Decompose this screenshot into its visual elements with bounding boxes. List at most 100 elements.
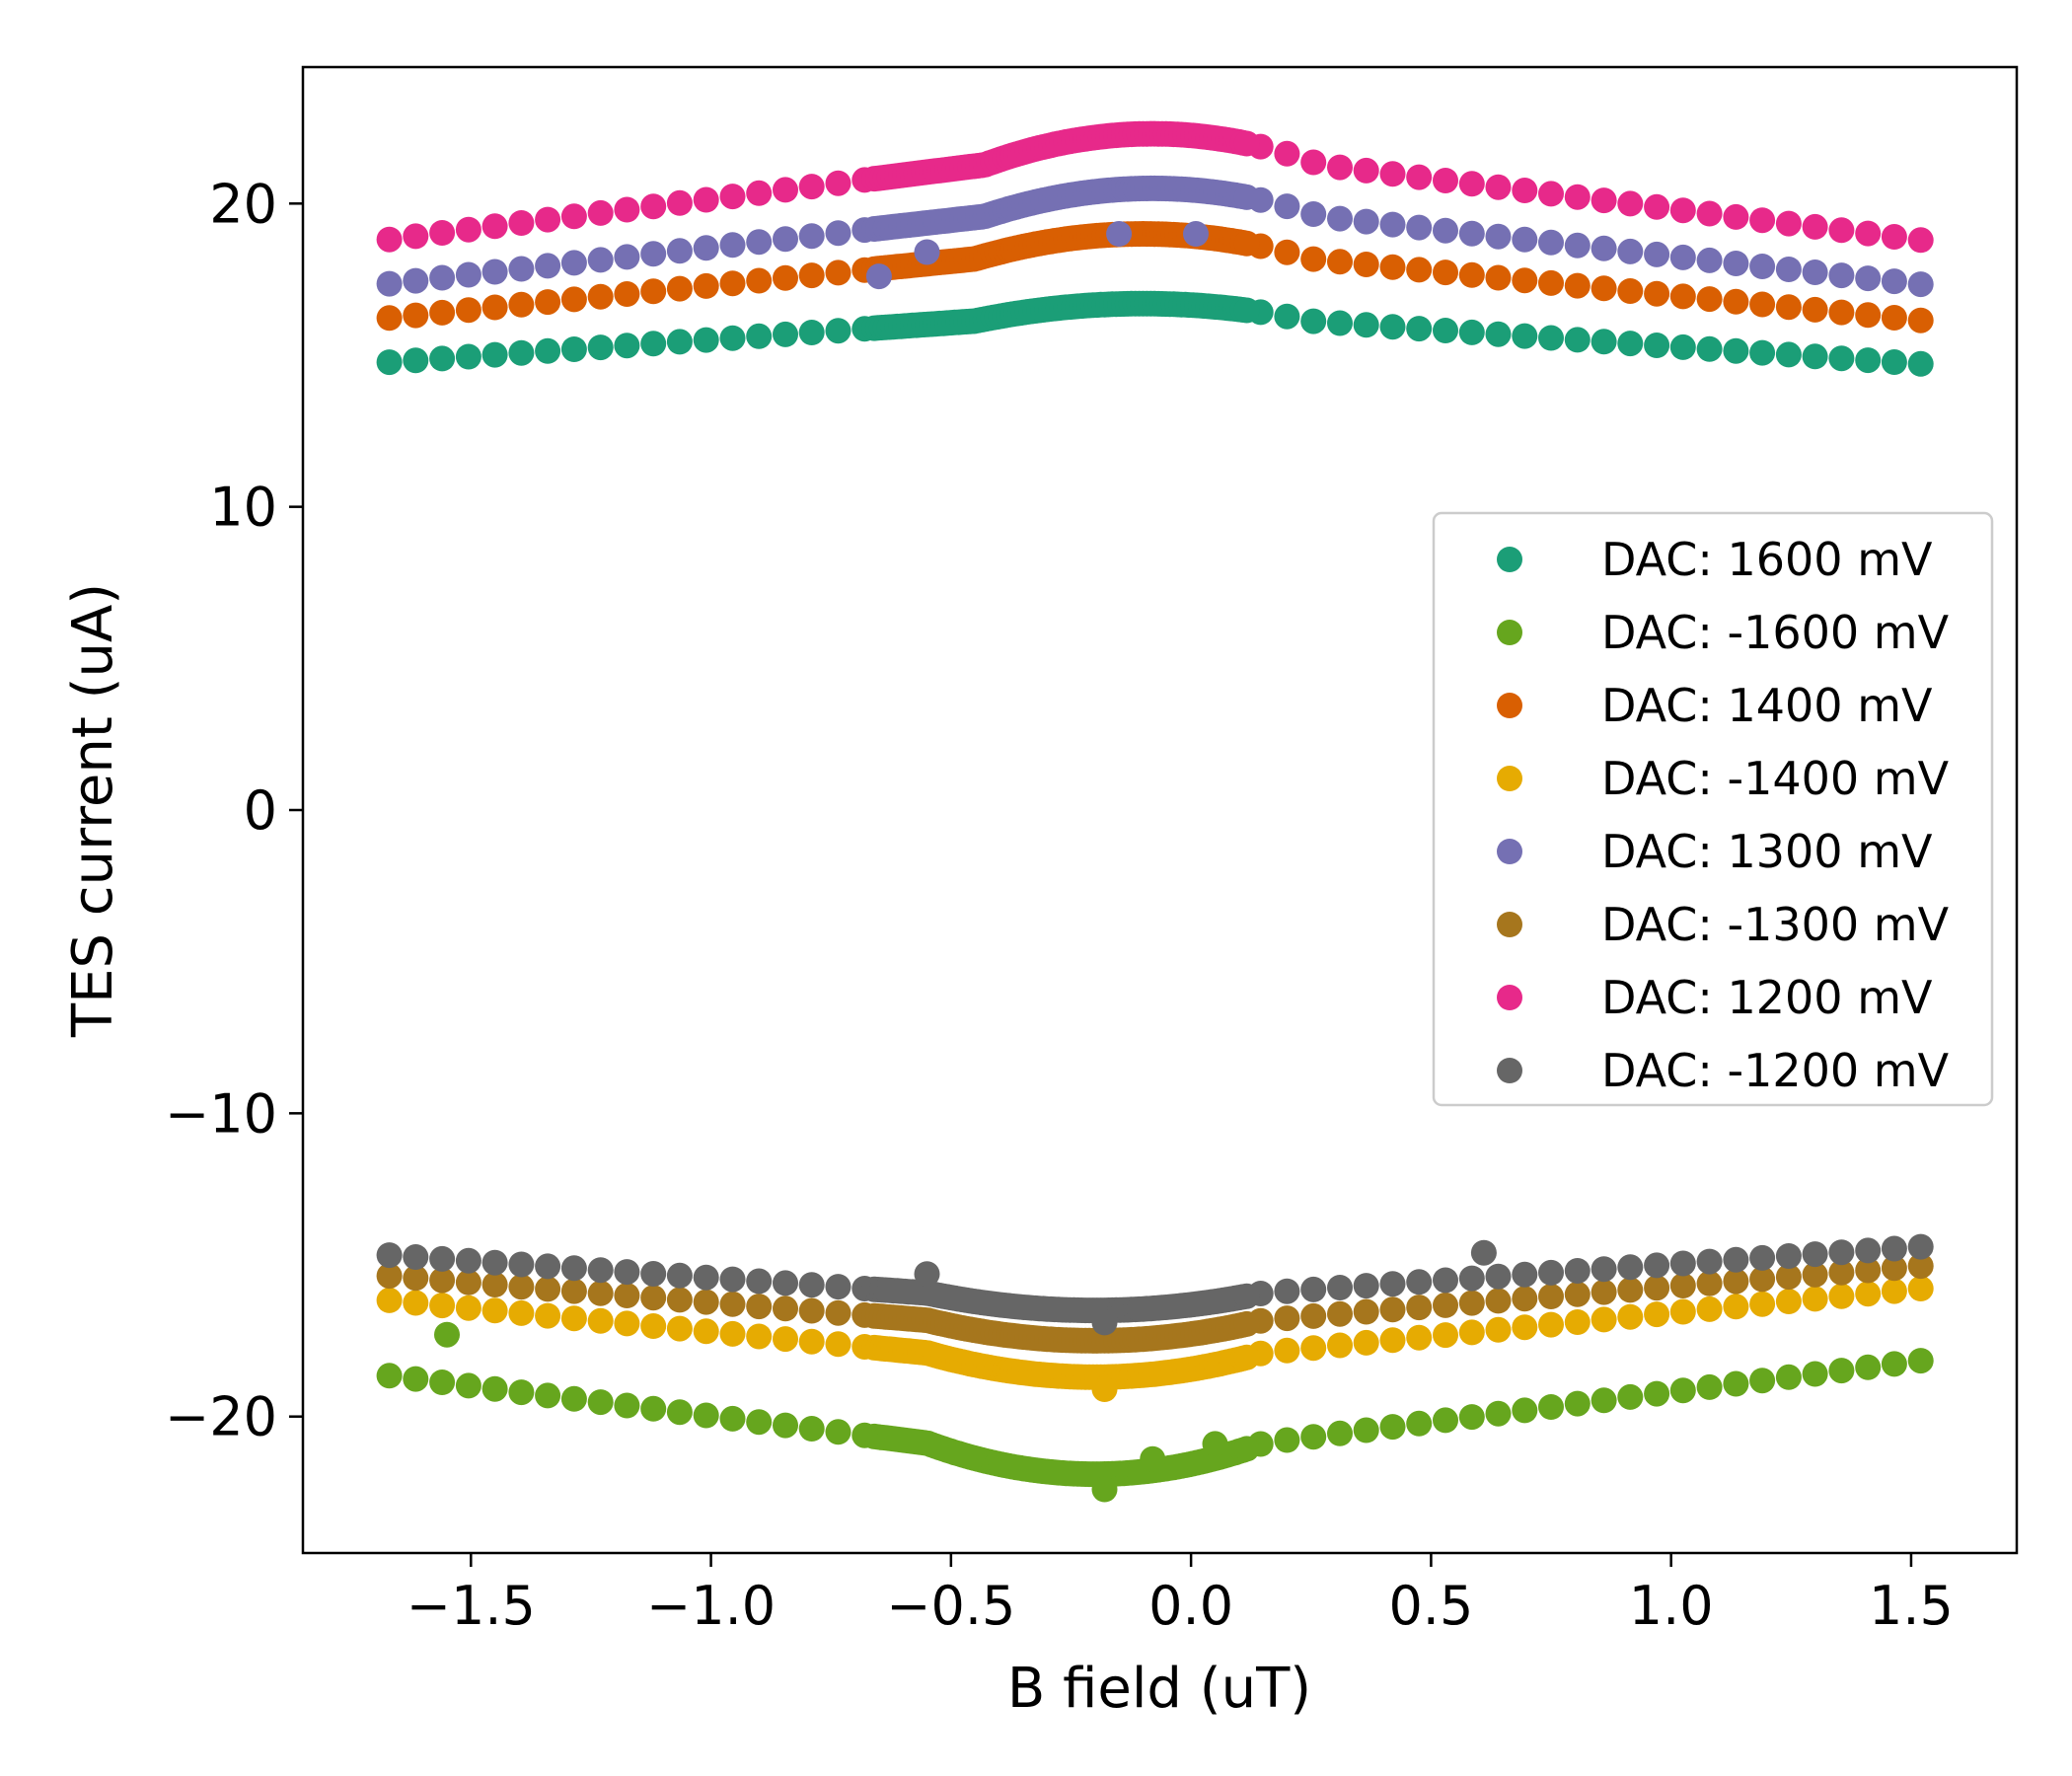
legend-label: DAC: -1400 mV <box>1601 752 1950 805</box>
data-point <box>1802 296 1828 323</box>
y-tick-label: 10 <box>209 477 277 539</box>
data-point <box>508 210 535 236</box>
data-point <box>1855 265 1882 292</box>
data-point <box>587 1280 614 1306</box>
data-point <box>403 267 429 294</box>
legend-marker <box>1497 766 1522 791</box>
data-point <box>376 1287 403 1313</box>
data-point <box>773 264 798 291</box>
data-point <box>1433 1322 1458 1349</box>
data-point <box>1855 1354 1882 1380</box>
x-tick-label: 1.0 <box>1629 1575 1714 1637</box>
data-point <box>1274 1427 1300 1453</box>
data-point <box>1749 1368 1776 1394</box>
data-point <box>914 1261 940 1288</box>
data-point <box>719 1291 746 1317</box>
data-point <box>693 186 719 213</box>
data-point <box>1907 271 1934 298</box>
series-0 <box>376 290 1934 377</box>
data-point <box>560 250 587 276</box>
y-tick-label: −10 <box>165 1082 277 1145</box>
data-point <box>587 247 614 273</box>
data-point <box>773 1412 798 1439</box>
data-point <box>455 1372 481 1399</box>
data-point <box>429 1369 456 1395</box>
data-point <box>1591 235 1617 261</box>
data-point <box>1855 1237 1882 1264</box>
data-point <box>1485 321 1512 347</box>
legend-box <box>1432 511 1994 1107</box>
data-point <box>1353 312 1379 338</box>
x-tick-label: 0.0 <box>1148 1575 1233 1637</box>
data-point <box>719 1266 746 1293</box>
data-point <box>1353 252 1379 277</box>
data-point <box>1233 297 1260 324</box>
data-point <box>1353 208 1379 235</box>
data-point <box>1669 1377 1696 1404</box>
data-point <box>1723 1294 1749 1320</box>
data-point <box>1512 267 1538 294</box>
data-point <box>1644 333 1670 358</box>
data-point <box>1485 1288 1512 1314</box>
data-point <box>1591 187 1617 214</box>
data-point <box>1855 1281 1882 1307</box>
data-point <box>825 1419 851 1445</box>
data-point <box>1696 335 1723 362</box>
data-point <box>1379 211 1406 238</box>
data-point <box>693 272 719 299</box>
data-point <box>1881 349 1907 375</box>
data-point <box>746 180 773 206</box>
data-point <box>640 1261 667 1287</box>
data-point <box>481 1375 508 1402</box>
data-point <box>1617 278 1644 304</box>
data-point <box>1564 232 1591 259</box>
data-point <box>1907 1253 1934 1280</box>
series-1 <box>376 1321 1934 1503</box>
data-point <box>1233 130 1260 157</box>
data-point <box>1327 154 1353 181</box>
data-point <box>1564 1281 1591 1307</box>
x-axis-label: B field (uT) <box>1007 1657 1311 1721</box>
data-point <box>1881 1235 1907 1262</box>
data-point <box>1233 1283 1260 1309</box>
data-point <box>1300 149 1327 176</box>
data-point <box>693 1264 719 1291</box>
data-point <box>1881 1255 1907 1282</box>
data-point <box>1749 291 1776 318</box>
data-point <box>1300 308 1327 334</box>
data-point <box>1723 337 1749 364</box>
data-point <box>1696 247 1723 273</box>
data-point <box>429 264 456 291</box>
data-point <box>1855 1257 1882 1284</box>
data-point <box>1433 217 1458 244</box>
data-point <box>1828 262 1855 289</box>
data-point <box>666 329 693 355</box>
data-point <box>508 1379 535 1406</box>
data-point <box>1591 1387 1617 1414</box>
legend-label: DAC: 1600 mV <box>1601 533 1933 586</box>
data-point <box>508 1299 535 1326</box>
data-point <box>1696 1373 1723 1400</box>
data-point <box>1907 1348 1934 1374</box>
data-point <box>1855 347 1882 374</box>
data-point <box>1775 341 1802 368</box>
data-point <box>1458 1404 1485 1431</box>
data-point <box>719 270 746 297</box>
data-point <box>1644 1275 1670 1301</box>
data-point <box>429 1245 456 1272</box>
data-point <box>1512 1261 1538 1288</box>
data-point <box>1433 259 1458 286</box>
data-point <box>746 1268 773 1295</box>
legend-marker <box>1497 693 1522 718</box>
data-point <box>825 220 851 247</box>
data-point <box>481 1297 508 1324</box>
data-point <box>535 1302 561 1329</box>
data-point <box>1723 251 1749 276</box>
legend-label: DAC: -1600 mV <box>1601 606 1950 659</box>
data-point <box>1828 299 1855 326</box>
data-point <box>403 1265 429 1292</box>
data-point <box>481 213 508 240</box>
data-point <box>1406 1295 1433 1321</box>
legend-label: DAC: -1200 mV <box>1601 1044 1950 1097</box>
data-point <box>1669 283 1696 310</box>
